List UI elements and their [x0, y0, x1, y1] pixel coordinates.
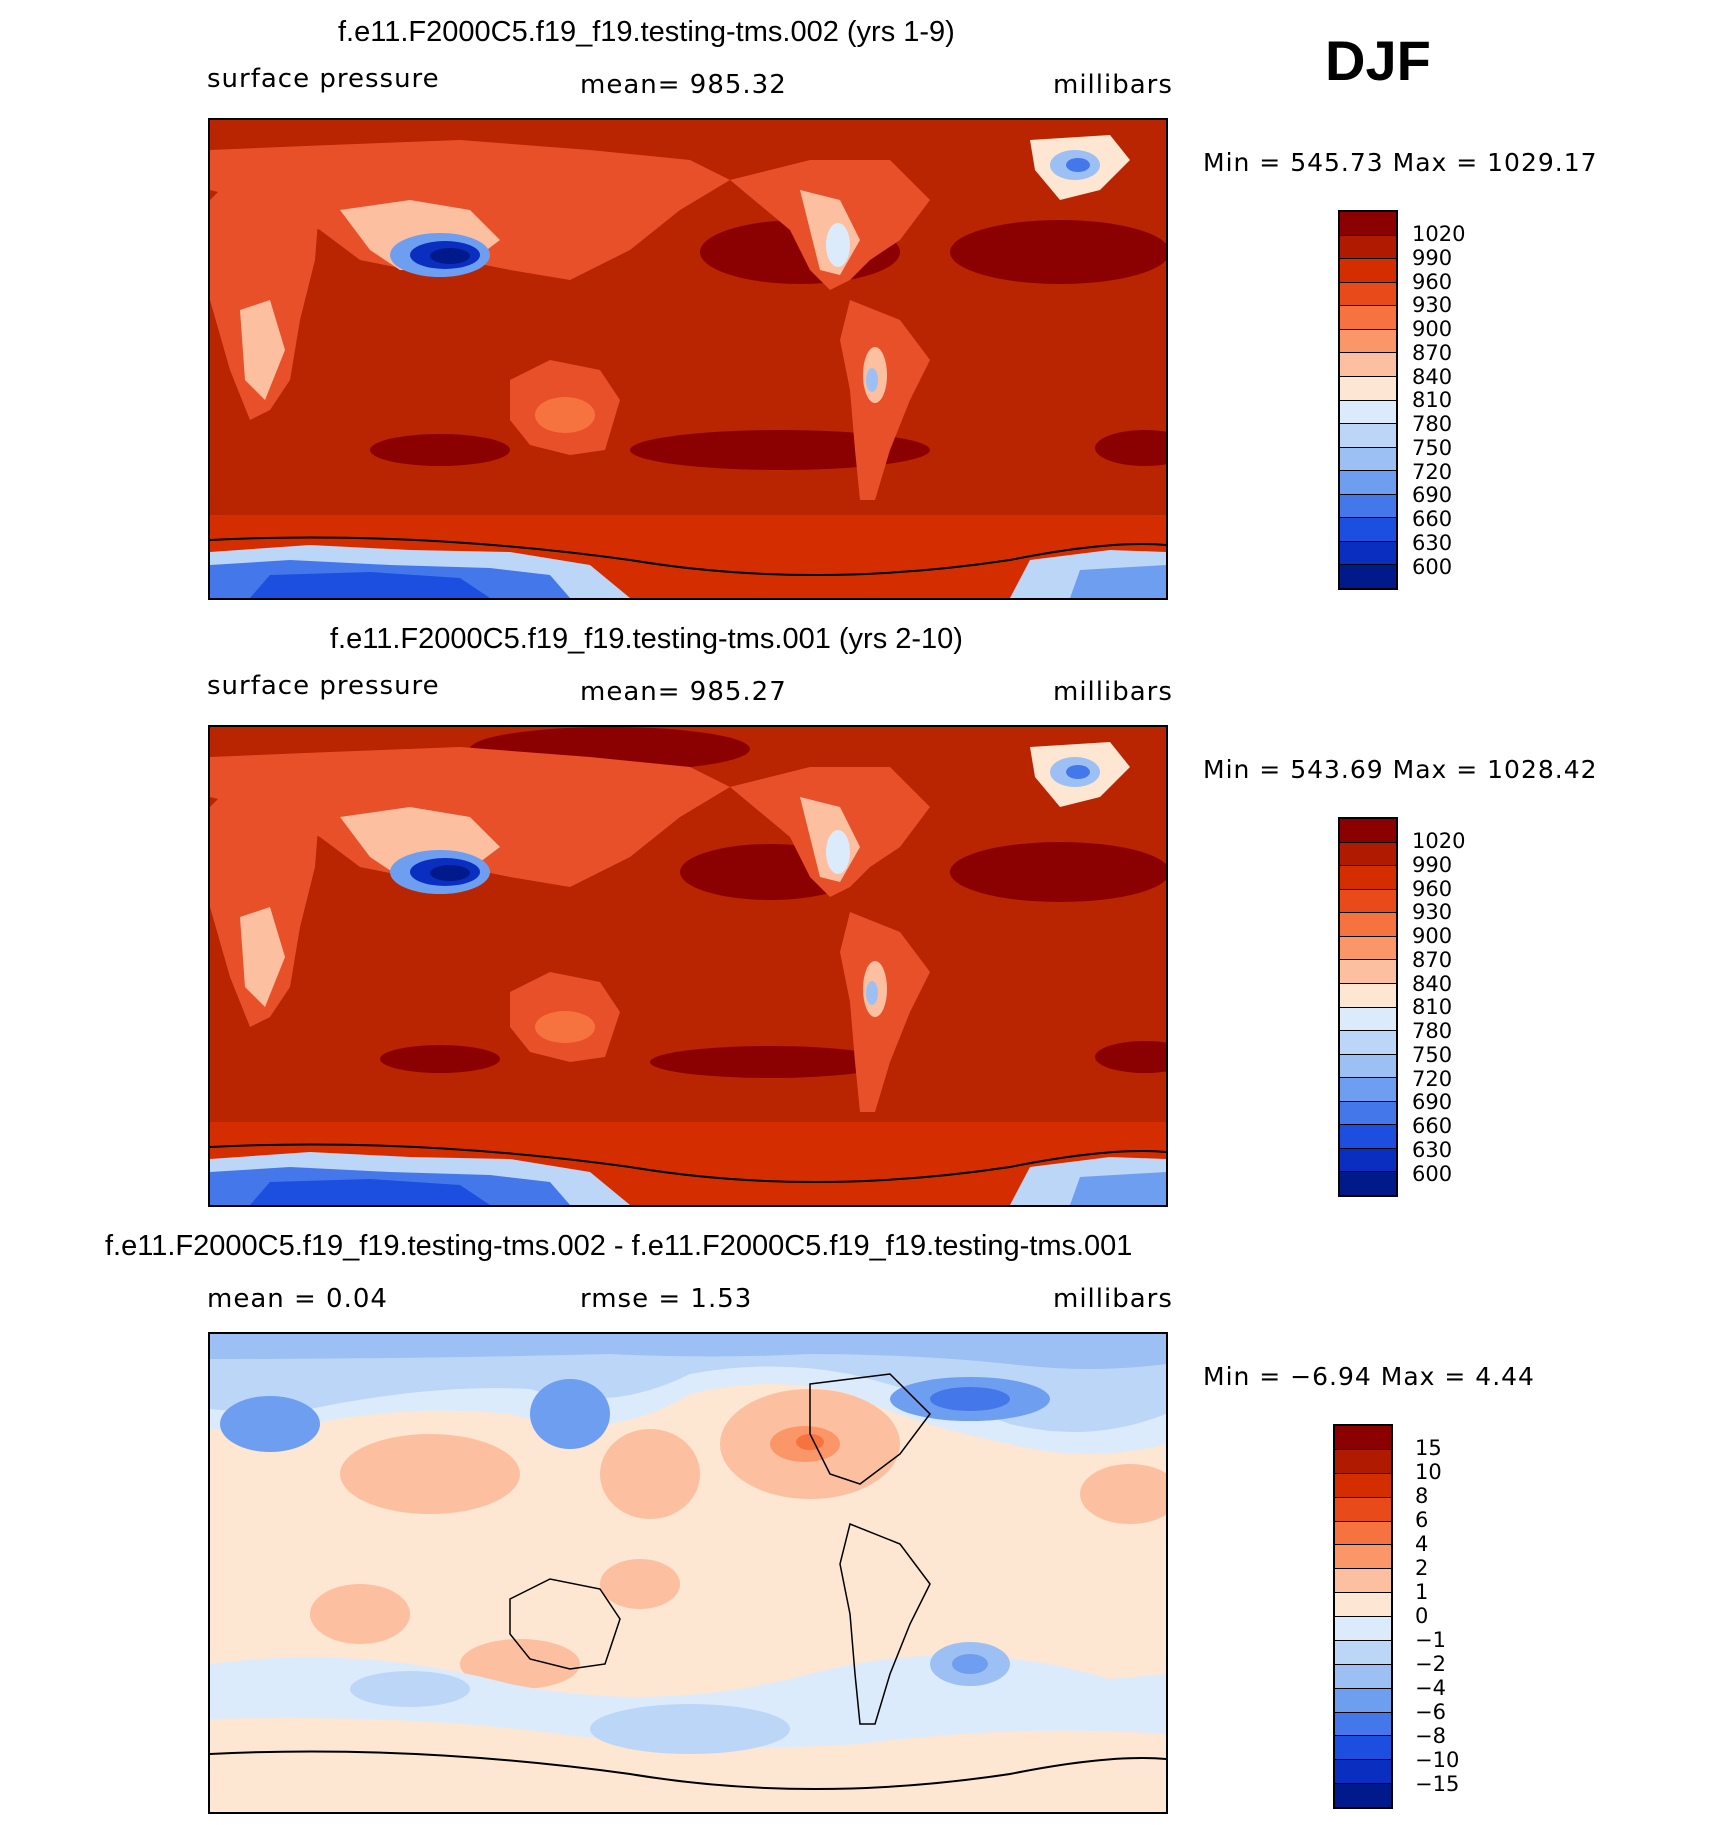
- colorbar-label: −10: [1415, 1748, 1460, 1772]
- colorbar-label: 630: [1412, 1138, 1453, 1162]
- colorbar-label: 840: [1412, 365, 1453, 389]
- panel-2-map-field: [210, 727, 1166, 1205]
- colorbar-label: −2: [1415, 1652, 1446, 1676]
- colorbar-label: 660: [1412, 507, 1453, 531]
- panel-1-colorbar: [1338, 210, 1398, 590]
- colorbar-label: 960: [1412, 877, 1453, 901]
- panel-3-rmse-label: rmse = 1.53: [580, 1284, 753, 1314]
- colorbar-label: 720: [1412, 1067, 1453, 1091]
- colorbar-label: 870: [1412, 948, 1453, 972]
- colorbar-label: 1: [1415, 1580, 1429, 1604]
- colorbar-label: 810: [1412, 388, 1453, 412]
- panel-2-units-label: millibars: [1053, 677, 1173, 707]
- panel-1-map-field: [210, 120, 1166, 598]
- panel-3-map: [208, 1332, 1168, 1814]
- colorbar-label: 870: [1412, 341, 1453, 365]
- panel-2-colorbar: [1338, 817, 1398, 1197]
- colorbar-label: 690: [1412, 1090, 1453, 1114]
- colorbar-label: 900: [1412, 924, 1453, 948]
- colorbar-label: 4: [1415, 1532, 1429, 1556]
- panel-1-variable-label: surface pressure: [207, 64, 440, 94]
- panel-1-title: f.e11.F2000C5.f19_f19.testing-tms.002 (y…: [338, 16, 955, 48]
- season-label: DJF: [1325, 29, 1431, 92]
- panel-1-minmax: Min = 545.73 Max = 1029.17: [1203, 148, 1598, 177]
- panel-2-map: [208, 725, 1168, 1207]
- colorbar-label: 0: [1415, 1604, 1429, 1628]
- colorbar-label: 2: [1415, 1556, 1429, 1580]
- panel-3-units-label: millibars: [1053, 1284, 1173, 1314]
- colorbar-label: −6: [1415, 1700, 1446, 1724]
- colorbar-label: 6: [1415, 1508, 1429, 1532]
- panel-1-units-label: millibars: [1053, 70, 1173, 100]
- panel-3-mean-label: mean = 0.04: [207, 1284, 388, 1314]
- colorbar-label: 600: [1412, 555, 1453, 579]
- colorbar-label: 840: [1412, 972, 1453, 996]
- colorbar-label: −1: [1415, 1628, 1446, 1652]
- colorbar-label: −8: [1415, 1724, 1446, 1748]
- colorbar-label: −15: [1415, 1772, 1460, 1796]
- panel-3-title: f.e11.F2000C5.f19_f19.testing-tms.002 - …: [105, 1230, 1133, 1262]
- colorbar-label: 750: [1412, 1043, 1453, 1067]
- panel-1-mean-label: mean= 985.32: [580, 70, 787, 100]
- colorbar-label: 960: [1412, 270, 1453, 294]
- colorbar-label: 15: [1415, 1436, 1442, 1460]
- colorbar-label: 780: [1412, 412, 1453, 436]
- panel-1-map: [208, 118, 1168, 600]
- colorbar-label: 8: [1415, 1484, 1429, 1508]
- colorbar-label: 630: [1412, 531, 1453, 555]
- colorbar-label: 780: [1412, 1019, 1453, 1043]
- colorbar-label: 900: [1412, 317, 1453, 341]
- panel-2-variable-label: surface pressure: [207, 671, 440, 701]
- panel-3-minmax: Min = −6.94 Max = 4.44: [1203, 1362, 1535, 1391]
- colorbar-label: 660: [1412, 1114, 1453, 1138]
- panel-2-mean-label: mean= 985.27: [580, 677, 787, 707]
- panel-3-map-field: [210, 1334, 1166, 1812]
- colorbar-label: −4: [1415, 1676, 1446, 1700]
- colorbar-label: 930: [1412, 293, 1453, 317]
- panel-3-colorbar: [1333, 1424, 1393, 1809]
- colorbar-label: 10: [1415, 1460, 1442, 1484]
- colorbar-label: 930: [1412, 900, 1453, 924]
- panel-2-minmax: Min = 543.69 Max = 1028.42: [1203, 755, 1598, 784]
- colorbar-label: 600: [1412, 1162, 1453, 1186]
- colorbar-label: 810: [1412, 995, 1453, 1019]
- colorbar-label: 1020: [1412, 222, 1466, 246]
- colorbar-label: 720: [1412, 460, 1453, 484]
- colorbar-label: 1020: [1412, 829, 1466, 853]
- colorbar-label: 690: [1412, 483, 1453, 507]
- panel-2-title: f.e11.F2000C5.f19_f19.testing-tms.001 (y…: [330, 623, 963, 655]
- colorbar-label: 750: [1412, 436, 1453, 460]
- colorbar-label: 990: [1412, 853, 1453, 877]
- colorbar-label: 990: [1412, 246, 1453, 270]
